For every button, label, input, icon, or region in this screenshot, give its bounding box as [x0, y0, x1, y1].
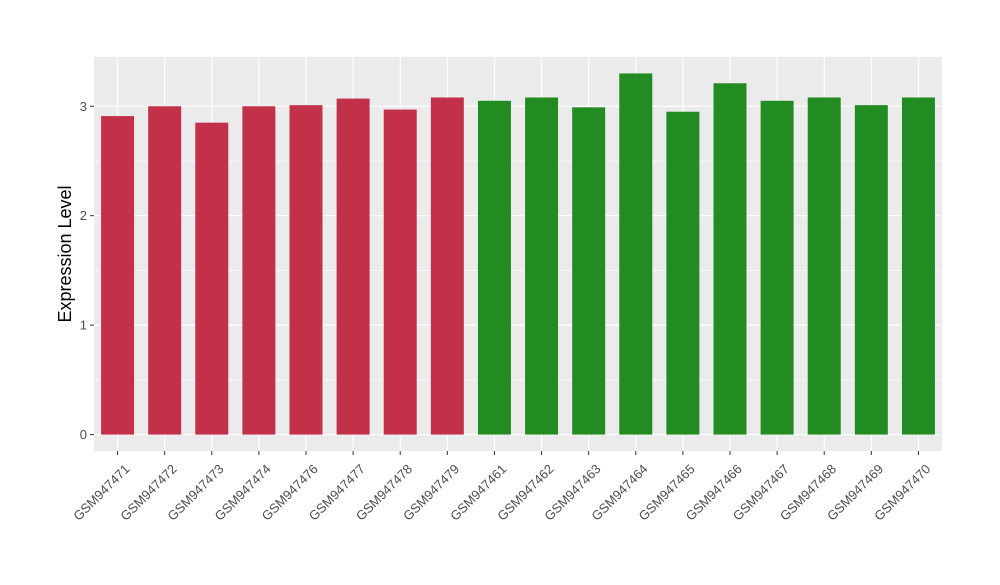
bar-GSM947467	[760, 100, 794, 435]
bar-GSM947478	[383, 109, 417, 435]
x-axis: GSM947471GSM947472GSM947473GSM947474GSM9…	[70, 451, 933, 524]
plot-panel	[94, 57, 942, 451]
bar-GSM947473	[195, 122, 229, 435]
bar-GSM947466	[713, 83, 747, 435]
y-axis: 0 1 2 3	[80, 99, 94, 442]
bar-GSM947463	[572, 107, 606, 435]
bar-GSM947477	[336, 98, 370, 435]
minor-gridlines	[94, 160, 942, 381]
bar-GSM947471	[101, 116, 135, 435]
bar-GSM947461	[477, 100, 511, 435]
y-axis-label: Expression Level	[55, 185, 75, 322]
bars	[101, 73, 935, 435]
bar-GSM947468	[807, 97, 841, 435]
bar-GSM947464	[619, 73, 653, 435]
bar-GSM947472	[148, 106, 182, 435]
bar-GSM947469	[854, 105, 888, 435]
bar-GSM947479	[430, 97, 464, 435]
bar-GSM947462	[525, 97, 559, 435]
bar-GSM947474	[242, 106, 276, 435]
bar-GSM947465	[666, 111, 700, 435]
y-tick-label: 3	[80, 99, 87, 114]
y-tick-label: 0	[80, 427, 87, 442]
bar-GSM947470	[901, 97, 935, 435]
bar-GSM947476	[289, 105, 323, 435]
y-tick-label: 2	[80, 208, 87, 223]
y-tick-label: 1	[80, 318, 87, 333]
